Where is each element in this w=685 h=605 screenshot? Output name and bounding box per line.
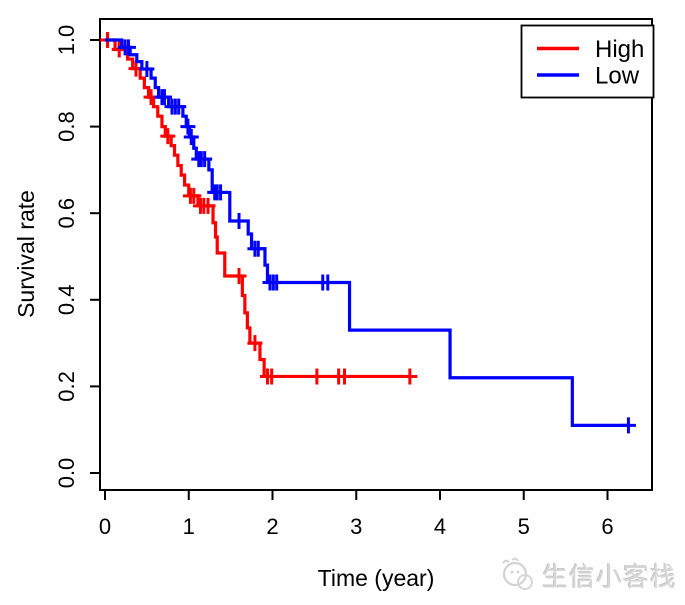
legend-label-low: Low: [595, 63, 640, 90]
legend-box: [520, 24, 655, 99]
x-axis-tick-label: 6: [601, 514, 613, 539]
censor-marks-low: [117, 39, 636, 434]
x-axis-title: Time (year): [318, 565, 435, 591]
x-axis-tick-label: 3: [350, 514, 362, 539]
x-axis-tick-label: 0: [99, 514, 111, 539]
y-axis-tick-label: 0.6: [54, 198, 79, 229]
plot-box: [99, 18, 653, 491]
y-axis-tick-label: 0.8: [54, 111, 79, 142]
y-axis-tick-label: 1.0: [54, 25, 79, 56]
x-axis-tick-label: 4: [434, 514, 446, 539]
y-axis-tick-label: 0.4: [54, 285, 79, 316]
x-axis-tick-label: 2: [266, 514, 278, 539]
y-axis-tick-label: 0.0: [54, 458, 79, 489]
y-axis-tick-label: 0.2: [54, 371, 79, 402]
y-axis-title: Survival rate: [13, 190, 39, 318]
x-axis-tick-label: 1: [183, 514, 195, 539]
survival-curve-high: [105, 38, 412, 379]
x-axis-tick-label: 5: [518, 514, 530, 539]
legend-label-high: High: [595, 36, 644, 63]
